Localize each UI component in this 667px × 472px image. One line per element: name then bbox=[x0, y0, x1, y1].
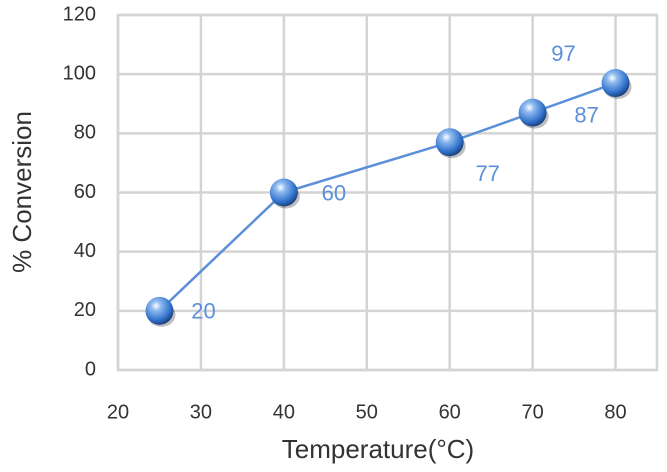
plot-border bbox=[116, 13, 659, 372]
y-tick-label: 80 bbox=[74, 122, 96, 144]
y-tick-label: 100 bbox=[63, 62, 96, 84]
y-tick-label: 20 bbox=[74, 299, 96, 321]
marker bbox=[145, 296, 174, 325]
y-tick-label: 120 bbox=[63, 3, 96, 25]
marker bbox=[269, 178, 298, 207]
x-tick-label: 20 bbox=[107, 401, 129, 423]
marker bbox=[518, 98, 547, 127]
y-axis-title: % Conversion bbox=[7, 111, 37, 273]
data-label: 60 bbox=[322, 180, 346, 205]
x-tick-label: 70 bbox=[521, 401, 543, 423]
x-tick-label: 40 bbox=[273, 401, 295, 423]
marker bbox=[435, 128, 464, 157]
data-label: 20 bbox=[191, 299, 215, 324]
data-label: 97 bbox=[551, 41, 575, 66]
x-tick-label: 60 bbox=[439, 401, 461, 423]
x-tick-label: 80 bbox=[604, 401, 626, 423]
x-axis-title: Temperature(°C) bbox=[282, 434, 474, 464]
data-label: 77 bbox=[475, 161, 499, 186]
marker bbox=[601, 69, 630, 98]
data-label: 87 bbox=[574, 102, 598, 127]
x-tick-label: 30 bbox=[190, 401, 212, 423]
y-tick-label: 40 bbox=[74, 240, 96, 262]
x-tick-label: 50 bbox=[356, 401, 378, 423]
y-tick-label: 60 bbox=[74, 181, 96, 203]
y-tick-label: 0 bbox=[85, 358, 96, 380]
